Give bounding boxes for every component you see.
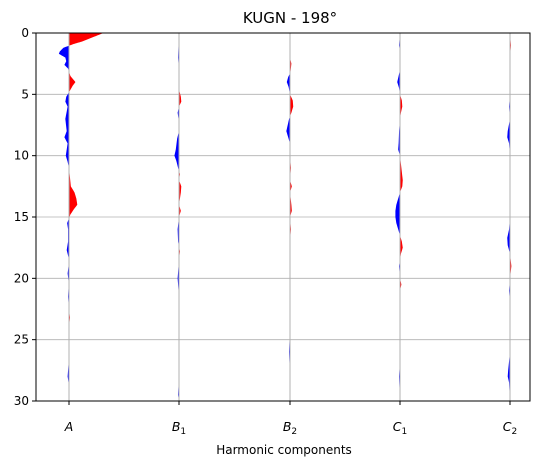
- x-tick-main: B: [283, 419, 292, 434]
- trace-B2: [286, 33, 294, 401]
- x-tick-main: C: [393, 419, 402, 434]
- trace-pos-fill: [400, 33, 403, 401]
- trace-neg-fill: [58, 33, 69, 401]
- y-tick-label: 10: [14, 149, 29, 163]
- x-tick-subscript: 2: [291, 427, 297, 437]
- y-axis: 0 5 10 15 20 25 30: [14, 26, 36, 408]
- y-tick-label: 15: [14, 210, 29, 224]
- gridlines: [36, 93, 530, 341]
- x-tick-main: A: [64, 419, 74, 434]
- x-tick-main: C: [503, 419, 512, 434]
- trace-A: [58, 33, 104, 401]
- y-tick-label: 0: [21, 26, 29, 40]
- trace-B1: [174, 33, 182, 401]
- trace-C2: [507, 33, 512, 401]
- y-tick-label: 20: [14, 271, 29, 285]
- x-axis: A B1 B2 C1 C2: [64, 401, 517, 437]
- trace-C1: [395, 33, 403, 401]
- trace-neg-fill: [395, 33, 400, 401]
- x-tick-label: A: [64, 419, 74, 434]
- y-tick-label: 25: [14, 333, 29, 347]
- x-tick-subscript: 2: [512, 427, 518, 437]
- x-tick-label: C2: [503, 419, 517, 437]
- x-tick-label: B1: [172, 419, 186, 437]
- y-tick-label: 5: [21, 87, 29, 101]
- x-axis-label: Harmonic components: [216, 443, 352, 457]
- x-tick-subscript: 1: [180, 427, 186, 437]
- trace-neg-fill: [507, 33, 510, 401]
- trace-group: [58, 33, 512, 401]
- x-tick-label: C1: [393, 419, 407, 437]
- x-tick-label: B2: [283, 419, 297, 437]
- trace-neg-fill: [286, 33, 290, 401]
- y-tick-label: 30: [14, 394, 29, 408]
- chart-title: KUGN - 198°: [243, 9, 337, 27]
- x-tick-subscript: 1: [402, 427, 408, 437]
- x-tick-main: B: [172, 419, 181, 434]
